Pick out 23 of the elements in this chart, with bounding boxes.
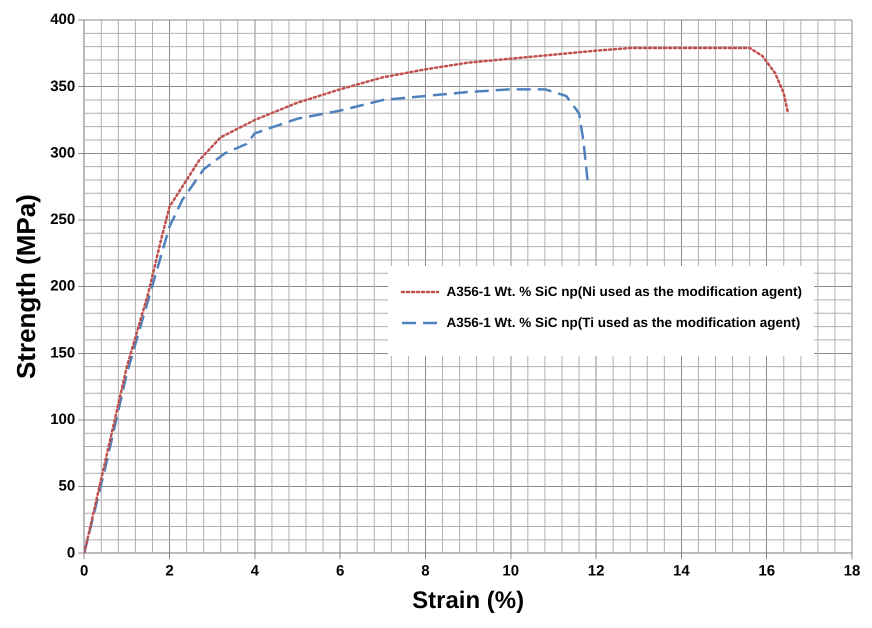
x-tick-label: 6 — [336, 562, 344, 580]
y-tick-label: 100 — [50, 411, 76, 428]
y-axis-title: Strength (MPa) — [10, 194, 41, 380]
legend-label: A356-1 Wt. % SiC np(Ni used as the modification agent) — [446, 284, 802, 299]
y-tick-label: 0 — [66, 544, 76, 562]
x-tick-label: 0 — [80, 562, 88, 580]
y-tick-label: 400 — [50, 11, 76, 28]
x-tick-label: 2 — [165, 562, 174, 580]
y-tick-label: 350 — [50, 78, 76, 95]
y-tick-label: 300 — [50, 144, 76, 162]
x-tick-label: 10 — [502, 562, 520, 580]
x-tick-label: 16 — [758, 562, 776, 580]
y-tick-label: 50 — [58, 478, 76, 495]
x-tick-label: 14 — [673, 562, 690, 580]
legend-label: A356-1 Wt. % SiC np(Ti used as the modification agent) — [446, 315, 800, 330]
y-tick-label: 150 — [50, 344, 76, 362]
x-tick-label: 4 — [250, 562, 260, 580]
y-tick-label: 200 — [50, 278, 76, 295]
x-tick-label: 12 — [588, 562, 604, 580]
x-tick-label: 18 — [844, 562, 860, 580]
y-tick-label: 250 — [50, 211, 76, 228]
x-axis-title: Strain (%) — [412, 587, 524, 614]
x-tick-label: 8 — [421, 562, 430, 580]
